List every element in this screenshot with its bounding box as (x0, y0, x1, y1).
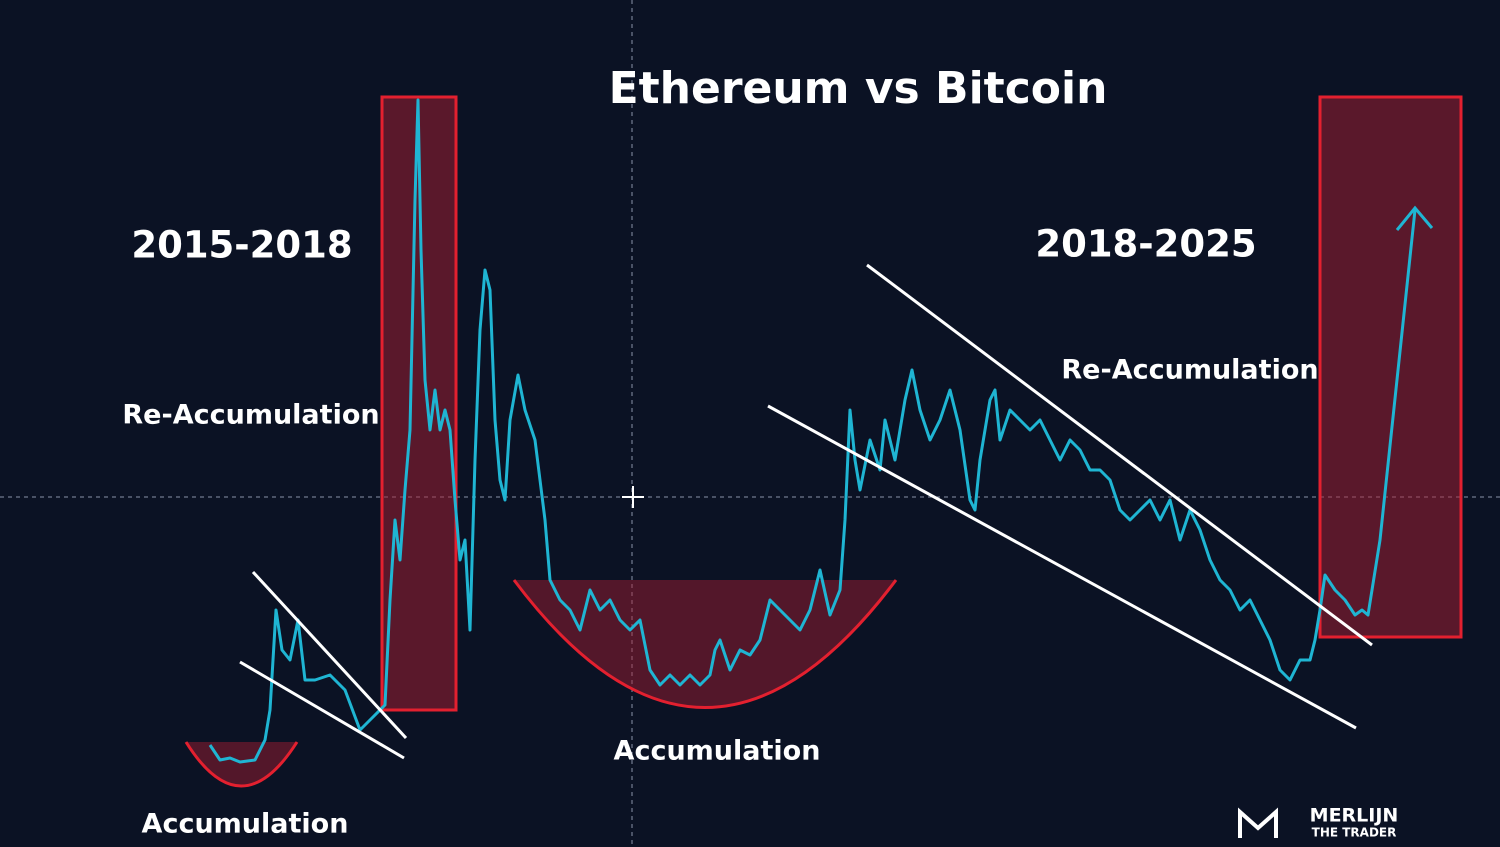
breakout-box (1318, 95, 1463, 639)
accumulation-bowl (184, 741, 299, 788)
price-line (208, 98, 1417, 764)
chart-title: Ethereum vs Bitcoin (609, 63, 1108, 114)
logo-tagline: THE TRADER (1312, 826, 1397, 840)
accumulation-bowl (512, 579, 898, 709)
trend-line (239, 660, 405, 760)
phase-label: Re-Accumulation (122, 400, 379, 431)
period-label: 2018-2025 (1035, 223, 1256, 266)
period-label: 2015-2018 (131, 224, 352, 267)
phase-label: Accumulation (614, 736, 821, 767)
phase-label: Re-Accumulation (1061, 355, 1318, 386)
logo-mark (1238, 807, 1278, 838)
logo: MERLIJN THE TRADER (1238, 805, 1399, 840)
logo-name: MERLIJN (1310, 805, 1399, 827)
crosshair-cursor (622, 486, 644, 508)
trend-line (251, 570, 408, 740)
projection-arrowhead (1395, 205, 1434, 231)
phase-label: Accumulation (142, 809, 349, 840)
trend-line (866, 263, 1373, 647)
trend-line (767, 404, 1357, 730)
